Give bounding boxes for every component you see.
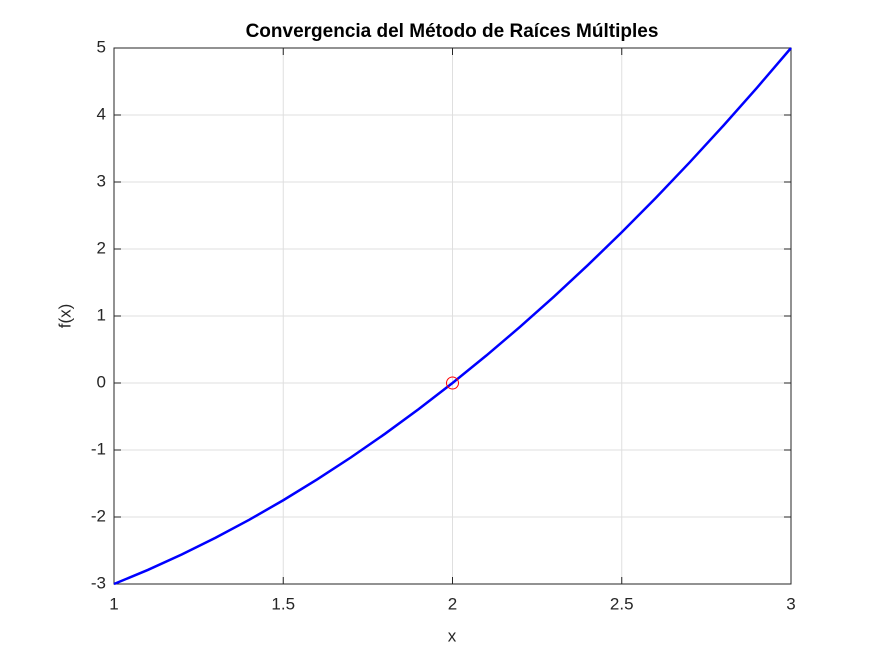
y-tick-label: 0 (97, 372, 106, 391)
y-tick-label: -2 (91, 506, 106, 525)
y-tick-label: -3 (91, 573, 106, 592)
y-tick-label: 5 (97, 37, 106, 56)
x-tick-label: 2 (448, 594, 457, 613)
function-curve (113, 47, 792, 586)
x-tick-label: 2.5 (610, 594, 634, 613)
chart-title: Convergencia del Método de Raíces Múltip… (246, 21, 659, 42)
axes-frame (113, 47, 792, 585)
y-tick-label: 3 (97, 171, 106, 190)
root-marker (446, 376, 459, 390)
y-tick-label: -1 (91, 439, 106, 458)
x-tick-label: 3 (786, 594, 795, 613)
x-axis-label: x (448, 626, 457, 645)
y-tick-label: 4 (97, 104, 106, 123)
x-tick-label: 1 (109, 594, 118, 613)
y-axis-label: f(x) (55, 304, 74, 329)
y-tick-label: 1 (97, 305, 106, 324)
y-tick-label: 2 (97, 238, 106, 257)
x-tick-label: 1.5 (271, 594, 295, 613)
